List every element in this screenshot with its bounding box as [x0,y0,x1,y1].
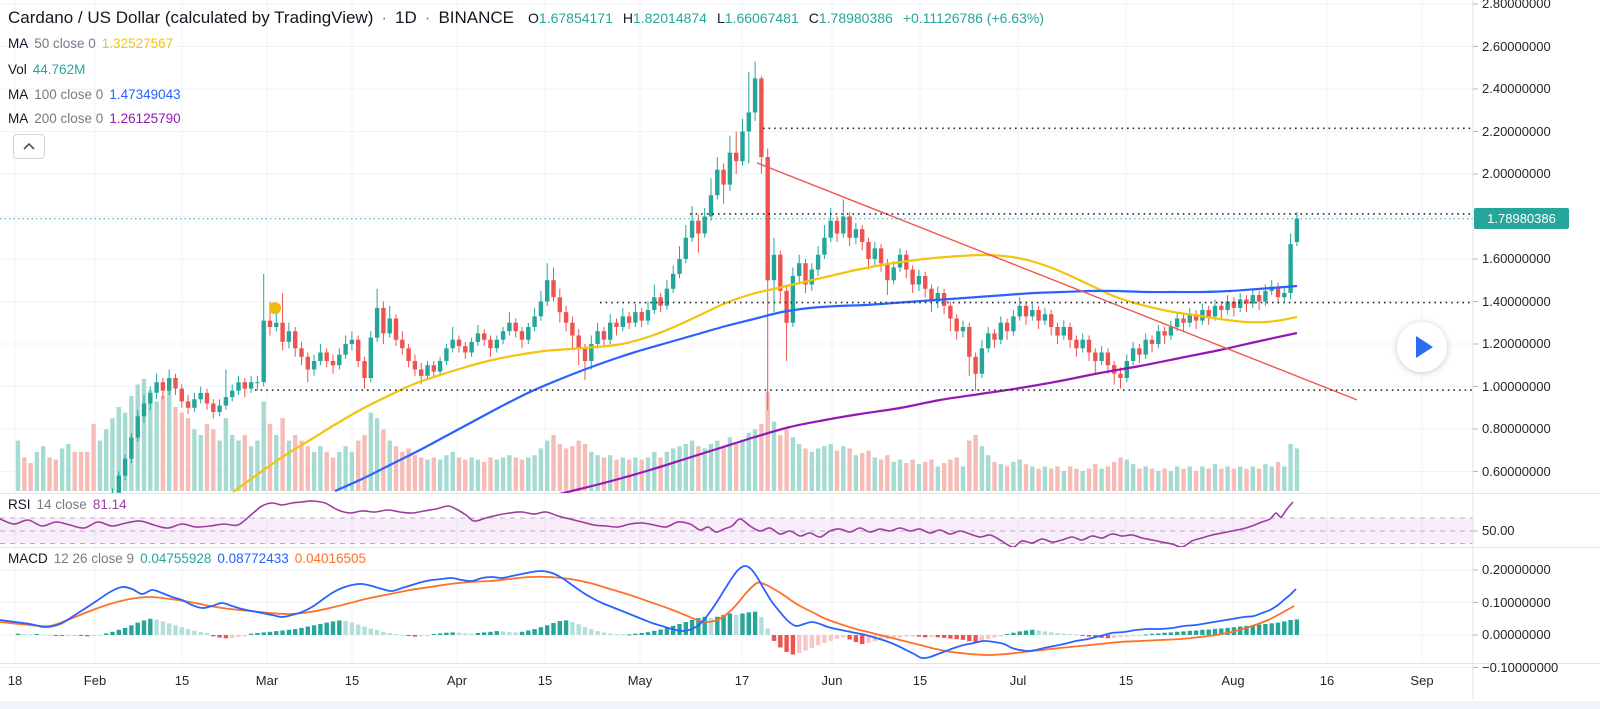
rsi-value: 81.14 [92,497,127,512]
ma200-value: 1.26125790 [109,111,181,126]
price-axis-label: 2.60000000 [1482,38,1551,54]
price-axis-label: 1.20000000 [1482,336,1551,351]
indicator-params: 14 close [36,497,87,512]
indicator-params: 50 close 0 [34,36,96,51]
time-axis-label: 15 [912,673,928,688]
price-axis-label: 1.60000000 [1482,251,1551,266]
rsi-line [0,500,1294,547]
indicator-row-ma200[interactable]: MA 200 close 0 1.26125790 [8,111,181,126]
descending-trendline [756,162,1358,401]
indicator-label: MA [8,87,29,102]
moving-averages [232,253,1298,493]
price-axis-label: 0.60000000 [1482,463,1551,479]
price-axis-label: 2.40000000 [1482,81,1551,96]
time-axis-label: 17 [734,673,750,688]
macd-axis-label: −0.10000000 [1482,659,1559,675]
symbol-header[interactable]: Cardano / US Dollar (calculated by Tradi… [8,8,1044,28]
macd-pane [0,565,1300,660]
change-value: +0.11126786 (+6.63%) [902,10,1044,26]
rsi-pane [0,500,1473,547]
time-axis-label: 15 [1118,673,1134,688]
rsi-legend-row[interactable]: RSI 14 close 81.14 [8,497,127,512]
separator-dot: · [381,8,388,27]
price-axis-label: 1.00000000 [1482,378,1551,394]
macd-signal-line [0,575,1295,656]
ma50-line [232,253,1298,493]
price-axis-label: 2.20000000 [1482,123,1551,139]
time-axis-label: 16 [1319,673,1335,688]
interval-label[interactable]: 1D [395,8,417,27]
time-axis-label: Jul [1009,673,1027,688]
time-axis-label: Jun [821,673,843,688]
time-axis-label: Aug [1221,673,1245,688]
collapse-indicators-button[interactable] [13,134,45,159]
macd-line [0,565,1297,660]
time-axis-label: Feb [83,673,107,688]
ohlc-readout: O1.67854171 H1.82014874 L1.66067481 C1.7… [528,10,1044,26]
macd-axis-label: 0.00000000 [1482,627,1551,642]
symbol-title[interactable]: Cardano / US Dollar (calculated by Tradi… [8,8,374,27]
time-axis-label: 15 [344,673,360,688]
go-to-realtime-button[interactable] [1397,322,1447,372]
current-price-badge: 1.78980386 [1474,208,1569,230]
event-marker-dot [269,302,281,315]
macd-line-value: 0.08772433 [217,551,289,566]
grid-lines [0,0,1473,668]
volume-value: 44.762M [32,62,86,77]
time-axis-label: May [627,673,653,688]
indicator-label: RSI [8,497,31,512]
macd-axis-label: 0.10000000 [1482,594,1551,610]
time-axis-label: 15 [174,673,190,688]
indicator-row-ma50[interactable]: MA 50 close 0 1.32527567 [8,36,173,51]
separator-dot: · [424,8,431,27]
exchange-label: BINANCE [438,8,515,27]
ma50-value: 1.32527567 [101,36,174,51]
open-value: 1.67854171 [538,10,613,26]
indicator-params: 200 close 0 [34,111,104,126]
time-axis-label: Apr [446,673,468,688]
volume-bars [15,379,1300,491]
indicator-label: Vol [8,62,27,77]
price-axis-label: 2.80000000 [1482,0,1551,11]
time-axis-label: Mar [255,673,279,688]
indicator-params: 12 26 close 9 [53,551,135,566]
time-axis-label: 15 [537,673,553,688]
rsi-axis-label: 50.00 [1482,523,1515,538]
ma100-line [334,284,1298,493]
play-icon [1416,336,1433,358]
chevron-up-icon [23,143,35,150]
macd-axis-label: 0.20000000 [1482,562,1551,577]
indicator-label: MA [8,111,29,126]
drawings [0,127,1473,401]
indicator-params: 100 close 0 [34,87,104,102]
ma100-value: 1.47349043 [109,87,181,102]
macd-legend-row[interactable]: MACD 12 26 close 9 0.04755928 0.08772433… [8,551,366,566]
indicator-label: MACD [8,551,48,566]
indicator-row-ma100[interactable]: MA 100 close 0 1.47349043 [8,87,181,102]
low-value: 1.66067481 [724,10,799,26]
time-axis-label: Sep [1410,673,1434,688]
indicator-row-volume[interactable]: Vol 44.762M [8,62,85,77]
ma200-line [558,331,1298,493]
macd-signal-value: 0.04016505 [294,551,367,566]
macd-hist-value: 0.04755928 [140,551,212,566]
indicator-label: MA [8,36,29,51]
price-axis-label: 0.80000000 [1482,421,1551,436]
candles [110,61,1300,493]
price-axis-label: 1.40000000 [1482,293,1551,309]
time-axis-label: 18 [7,673,23,688]
high-value: 1.82014874 [633,10,707,26]
close-value: 1.78980386 [818,10,893,26]
price-axis-label: 2.00000000 [1482,166,1551,181]
